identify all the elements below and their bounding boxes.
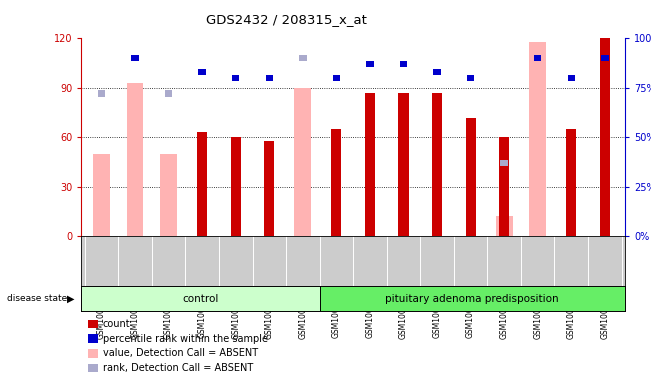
Bar — [600, 38, 610, 236]
Bar — [496, 217, 512, 236]
Bar — [400, 61, 407, 68]
Bar — [232, 74, 240, 81]
Bar — [333, 74, 340, 81]
Text: control: control — [182, 293, 219, 304]
Bar — [499, 137, 509, 236]
Bar — [566, 129, 576, 236]
Bar — [501, 160, 508, 166]
Bar — [529, 42, 546, 236]
Bar — [467, 74, 475, 81]
Bar — [434, 69, 441, 75]
Bar — [365, 93, 375, 236]
Bar — [331, 129, 341, 236]
Text: disease state: disease state — [7, 294, 67, 303]
Bar — [197, 132, 207, 236]
Bar — [132, 55, 139, 61]
Bar — [534, 55, 542, 61]
Bar — [465, 118, 476, 236]
Bar — [165, 91, 173, 97]
Bar — [568, 74, 575, 81]
Bar — [294, 88, 311, 236]
Text: value, Detection Call = ABSENT: value, Detection Call = ABSENT — [103, 348, 258, 358]
Text: ▶: ▶ — [67, 294, 75, 304]
Bar — [230, 137, 241, 236]
Bar — [93, 154, 110, 236]
Bar — [299, 55, 307, 61]
Bar — [160, 154, 177, 236]
Text: count: count — [103, 319, 130, 329]
Bar — [98, 91, 105, 97]
Bar — [266, 74, 273, 81]
Bar — [199, 69, 206, 75]
Text: pituitary adenoma predisposition: pituitary adenoma predisposition — [385, 293, 559, 304]
Bar — [398, 93, 409, 236]
FancyBboxPatch shape — [81, 286, 320, 311]
Bar — [601, 55, 609, 61]
Bar — [367, 61, 374, 68]
Bar — [432, 93, 442, 236]
Bar — [127, 83, 143, 236]
Bar — [264, 141, 274, 236]
Text: GDS2432 / 208315_x_at: GDS2432 / 208315_x_at — [206, 13, 367, 26]
Text: percentile rank within the sample: percentile rank within the sample — [103, 334, 268, 344]
Text: rank, Detection Call = ABSENT: rank, Detection Call = ABSENT — [103, 363, 253, 373]
